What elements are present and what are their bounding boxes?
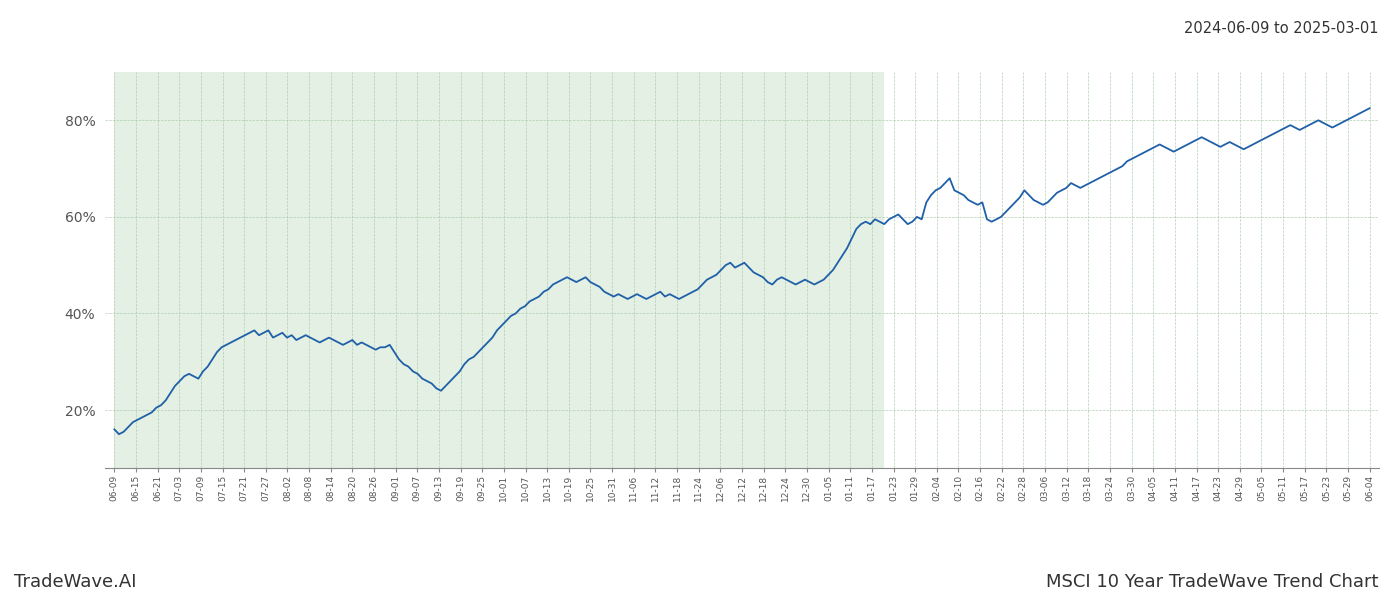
Text: MSCI 10 Year TradeWave Trend Chart: MSCI 10 Year TradeWave Trend Chart: [1047, 573, 1379, 591]
Bar: [115, 72, 885, 468]
Text: TradeWave.AI: TradeWave.AI: [14, 573, 137, 591]
Text: 2024-06-09 to 2025-03-01: 2024-06-09 to 2025-03-01: [1184, 21, 1379, 36]
